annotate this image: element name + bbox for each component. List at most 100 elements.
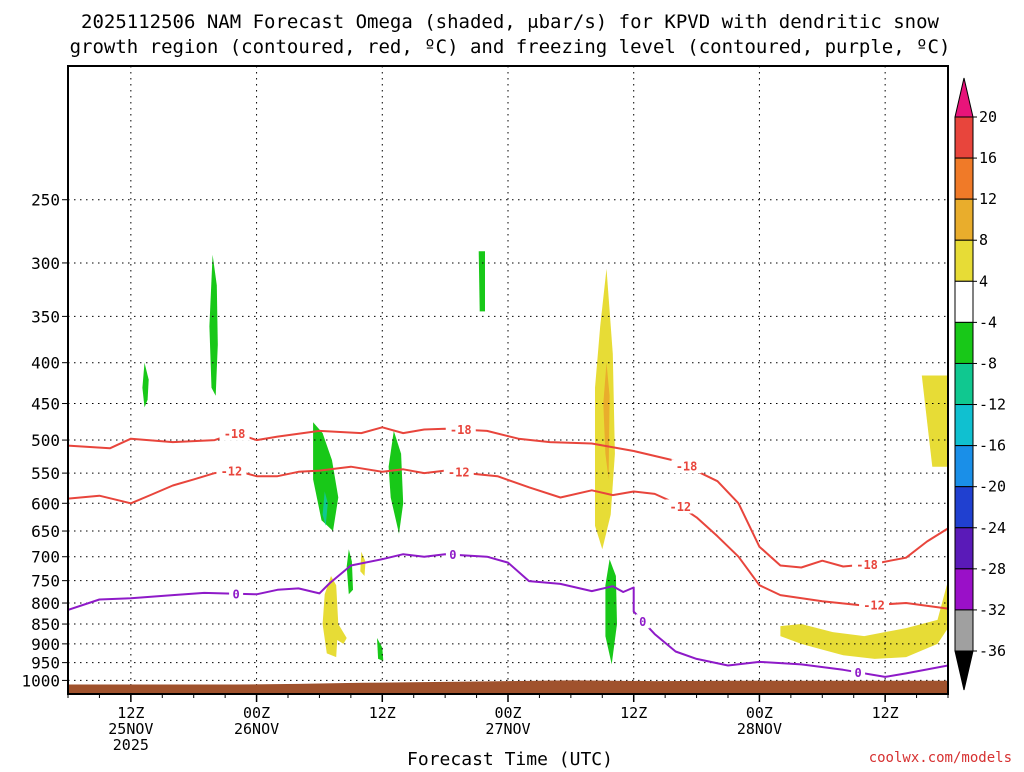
omega-region-12 bbox=[603, 362, 610, 480]
contour-label-bg-1-0 bbox=[216, 464, 247, 479]
contour-label-0-1: -18 bbox=[450, 423, 472, 437]
x-tick-label-3-0: 00Z bbox=[494, 704, 521, 722]
contour-label-bg-0-1 bbox=[445, 422, 476, 437]
contour-label-1-1: -12 bbox=[448, 466, 470, 480]
colorbar-box-11 bbox=[954, 568, 974, 611]
colorbar-label-12: -32 bbox=[979, 601, 1006, 619]
x-tick-label-2-0: 12Z bbox=[369, 704, 396, 722]
omega-region-5 bbox=[377, 638, 384, 661]
contour-label-1-3: -12 bbox=[863, 599, 885, 613]
contour-label-bg-2-1 bbox=[445, 547, 460, 562]
x-tick-label-1-0: 00Z bbox=[243, 704, 270, 722]
x-tick-label-4-0: 12Z bbox=[620, 704, 647, 722]
contour-label-bg-0-2 bbox=[671, 459, 702, 474]
colorbar-box-3 bbox=[954, 239, 974, 282]
contour-label-bg-1-3 bbox=[859, 598, 890, 613]
contour-label-0-2: -18 bbox=[676, 460, 698, 474]
contour-label-0-0: -18 bbox=[224, 427, 246, 441]
contour-lines: -18 -18 -18 -18 -12 -12 -12 -12 0 0 0 0 bbox=[68, 422, 948, 680]
omega-region-0 bbox=[142, 362, 149, 408]
omega-region-4 bbox=[346, 549, 353, 595]
y-tick-label-550: 550 bbox=[31, 464, 60, 483]
omega-region-9 bbox=[322, 576, 347, 658]
omega-region-13 bbox=[780, 580, 948, 659]
colorbar-box-6 bbox=[954, 362, 974, 406]
colorbar-box-10 bbox=[954, 527, 974, 570]
y-tick-label-700: 700 bbox=[31, 548, 60, 567]
contour-label-bg-1-2 bbox=[665, 499, 696, 514]
colorbar-label-6: -8 bbox=[979, 354, 997, 372]
contour-line-1 bbox=[68, 465, 948, 610]
y-tick-label-400: 400 bbox=[31, 354, 60, 373]
colorbar-box-8 bbox=[954, 445, 974, 488]
y-tick-label-300: 300 bbox=[31, 254, 60, 273]
contour-line-2 bbox=[68, 553, 948, 678]
y-tick-label-600: 600 bbox=[31, 494, 60, 513]
colorbar-label-0: 20 bbox=[979, 108, 997, 126]
contour-label-bg-2-3 bbox=[851, 665, 866, 680]
contour-label-2-1: 0 bbox=[449, 548, 456, 562]
colorbar-box-1 bbox=[954, 157, 974, 200]
contour-label-2-3: 0 bbox=[854, 666, 861, 680]
colorbar-box-12 bbox=[954, 609, 974, 652]
omega-region-3 bbox=[322, 491, 328, 526]
omega-region-6 bbox=[388, 430, 404, 534]
contour-label-0-3: -18 bbox=[856, 558, 878, 572]
contour-label-bg-1-1 bbox=[443, 465, 474, 480]
colorbar-box-4 bbox=[954, 280, 974, 323]
y-tick-label-500: 500 bbox=[31, 431, 60, 450]
contour-label-1-0: -12 bbox=[221, 465, 243, 479]
x-tick-label-0-1: 25NOV bbox=[108, 720, 153, 738]
omega-region-1 bbox=[209, 254, 218, 396]
x-tick-label-0-0: 12Z bbox=[117, 704, 144, 722]
colorbar-label-4: 4 bbox=[979, 272, 988, 290]
colorbar-box-7 bbox=[954, 404, 974, 447]
terrain bbox=[68, 680, 948, 694]
chart-title-line-2: growth region (contoured, red, ºC) and f… bbox=[70, 36, 951, 58]
omega-shading bbox=[142, 251, 948, 665]
x-tick-label-6-0: 12Z bbox=[872, 704, 899, 722]
omega-region-14 bbox=[921, 375, 948, 467]
colorbar: 20 16 12 8 4 -4 -8 -12 -16 -20 -24 -28 -32 -36 bbox=[954, 77, 1006, 691]
contour-label-bg-2-2 bbox=[635, 614, 650, 629]
y-axis: 2503003504004505005506006507007508008509… bbox=[21, 191, 68, 690]
colorbar-top-triangle bbox=[954, 77, 974, 118]
x-tick-label-3-1: 27NOV bbox=[485, 720, 530, 738]
contour-label-2-2: 0 bbox=[639, 615, 646, 629]
y-tick-label-250: 250 bbox=[31, 191, 60, 210]
colorbar-box-9 bbox=[954, 486, 974, 529]
colorbar-label-10: -24 bbox=[979, 519, 1006, 537]
contour-label-1-2: -12 bbox=[669, 500, 691, 514]
y-tick-label-950: 950 bbox=[31, 654, 60, 673]
colorbar-box-5 bbox=[954, 321, 974, 364]
colorbar-label-9: -20 bbox=[979, 478, 1006, 496]
x-tick-label-1-1: 26NOV bbox=[234, 720, 279, 738]
colorbar-label-7: -12 bbox=[979, 396, 1006, 414]
omega-region-2 bbox=[313, 422, 339, 531]
grid-lines bbox=[68, 66, 948, 694]
omega-region-7 bbox=[478, 251, 485, 312]
chart-title-line-1: 2025112506 NAM Forecast Omega (shaded, μ… bbox=[81, 11, 939, 33]
x-axis-title: Forecast Time (UTC) bbox=[407, 749, 613, 768]
colorbar-box-0 bbox=[954, 116, 974, 159]
y-tick-label-350: 350 bbox=[31, 307, 60, 326]
colorbar-box-2 bbox=[954, 198, 974, 241]
y-tick-label-750: 750 bbox=[31, 572, 60, 591]
x-tick-label-5-1: 28NOV bbox=[737, 720, 782, 738]
colorbar-label-1: 16 bbox=[979, 149, 997, 167]
x-tick-label-5-0: 00Z bbox=[746, 704, 773, 722]
colorbar-bottom-triangle bbox=[954, 650, 974, 691]
colorbar-label-8: -16 bbox=[979, 437, 1006, 455]
omega-region-8 bbox=[605, 559, 617, 665]
colorbar-label-3: 8 bbox=[979, 231, 988, 249]
contour-label-bg-0-0 bbox=[219, 426, 250, 441]
colorbar-label-2: 12 bbox=[979, 190, 997, 208]
contour-label-bg-0-3 bbox=[852, 557, 883, 572]
y-tick-label-450: 450 bbox=[31, 395, 60, 414]
contour-label-2-0: 0 bbox=[232, 587, 239, 601]
y-tick-label-1000: 1000 bbox=[21, 671, 60, 690]
y-tick-label-850: 850 bbox=[31, 615, 60, 634]
y-tick-label-800: 800 bbox=[31, 594, 60, 613]
